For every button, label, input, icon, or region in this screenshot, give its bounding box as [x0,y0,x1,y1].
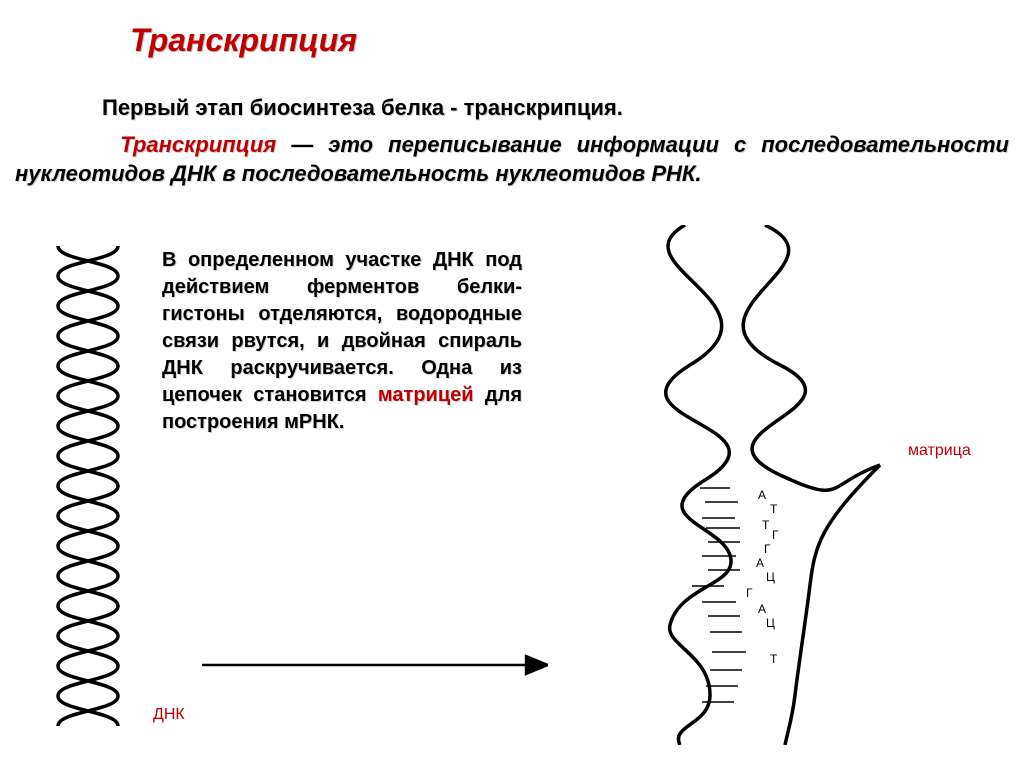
nucleotide-letter: Ц [766,570,775,584]
nucleotide-letter: Г [772,528,779,542]
nucleotide-letter: Г [764,542,771,556]
dna-label: ДНК [153,706,185,724]
nucleotide-letter: А [758,488,766,502]
para-part1: В определенном участке ДНК под действием… [162,249,522,406]
explanation-paragraph: В определенном участке ДНК под действием… [162,247,522,436]
matrix-label: матрица [908,442,971,460]
arrow-icon [200,647,548,683]
definition-block: Транскрипция — это переписывание информа… [15,130,1009,188]
para-highlight: матрицей [378,384,474,406]
nucleotide-letter: А [756,556,764,570]
slide: Транскрипция Первый этап биосинтеза белк… [0,0,1024,767]
dna-double-helix-icon [38,246,138,726]
nucleotide-letter: Ц [766,616,775,630]
nucleotide-letter: Т [770,502,777,516]
nucleotide-letter: А [758,602,766,616]
nucleotide-letter: Т [762,518,769,532]
intro-line: Первый этап биосинтеза белка - транскрип… [102,95,902,121]
dna-unwound-icon [590,225,900,745]
page-title: Транскрипция [130,22,357,59]
nucleotide-letter: Г [746,586,753,600]
definition-term: Транскрипция [120,132,276,157]
nucleotide-letter: Т [770,652,777,666]
